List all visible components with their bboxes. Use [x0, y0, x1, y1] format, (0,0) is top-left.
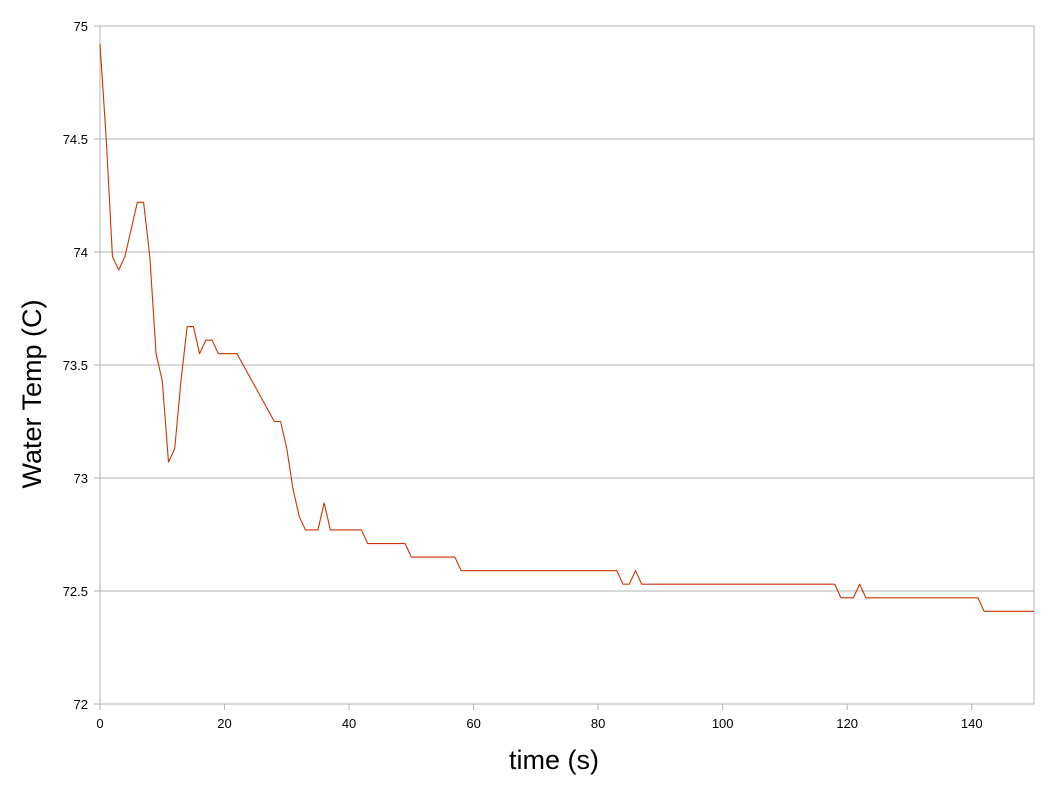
x-axis-title: time (s): [509, 745, 599, 775]
x-tick-label: 0: [96, 716, 103, 731]
y-tick-label: 74: [74, 245, 88, 260]
x-axis-ticks: 0 20 40 60 80 100 120 140: [96, 704, 983, 731]
x-tick-label: 80: [591, 716, 605, 731]
series-line: [99, 44, 1034, 612]
y-tick-label: 72.5: [63, 584, 88, 599]
y-tick-label: 73: [74, 471, 88, 486]
y-axis-ticks: 72 72.5 73 73.5 74 74.5 75: [63, 19, 100, 712]
x-tick-label: 40: [342, 716, 356, 731]
x-tick-label: 100: [712, 716, 734, 731]
x-tick-label: 120: [836, 716, 858, 731]
y-tick-label: 72: [74, 697, 88, 712]
y-axis-title: Water Temp (C): [17, 299, 47, 488]
x-tick-label: 20: [217, 716, 231, 731]
y-tick-label: 73.5: [63, 358, 88, 373]
y-tick-label: 75: [74, 19, 88, 34]
gridlines: [100, 138, 1034, 592]
x-tick-label: 60: [466, 716, 480, 731]
y-tick-label: 74.5: [63, 132, 88, 147]
series-layer: [99, 44, 1034, 612]
x-tick-label: 140: [961, 716, 983, 731]
